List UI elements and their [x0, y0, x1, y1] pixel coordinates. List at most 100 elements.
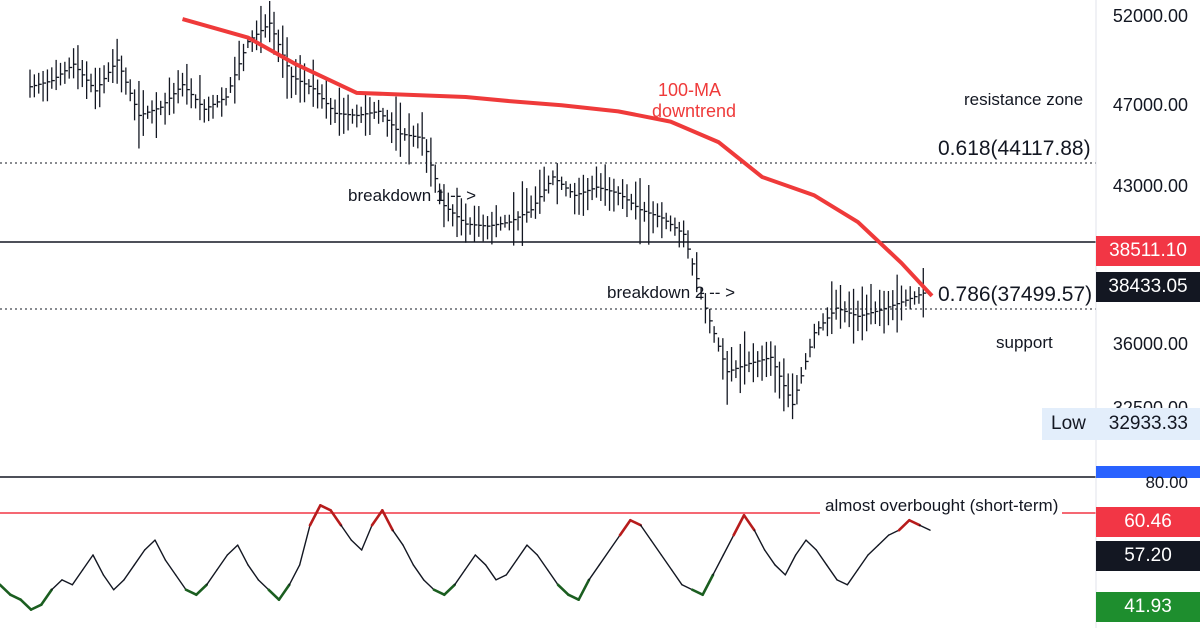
resistance-zone-label: resistance zone — [964, 90, 1084, 109]
rsi-segment — [515, 544, 528, 561]
rsi-segment — [432, 588, 446, 597]
rsi-segment — [753, 529, 766, 551]
rsi-segment — [618, 518, 632, 537]
rsi-segment — [836, 579, 849, 586]
rsi-segment — [402, 544, 415, 566]
ma-100-line — [181, 17, 934, 298]
last-price-tag: 38433.05 — [1096, 272, 1200, 302]
rsi-segment — [29, 603, 43, 611]
rsi-segment — [867, 544, 880, 556]
rsi-segment — [742, 513, 756, 532]
rsi-segment — [0, 583, 12, 597]
rsi-segment — [598, 549, 611, 566]
rsi-segment — [216, 554, 229, 571]
rsi-segment — [391, 529, 404, 546]
rsi-segment — [102, 574, 115, 591]
overbought-label: almost overbought (short-term) — [822, 496, 1062, 516]
rsi-segment — [556, 583, 570, 597]
rsi-segment — [319, 504, 332, 512]
rsi-segment — [588, 564, 601, 581]
rsi-segment — [567, 593, 580, 601]
rsi-segment — [174, 574, 187, 591]
rsi-segment — [546, 569, 559, 586]
rsi-segment — [774, 564, 787, 576]
rsi-top-tag — [1096, 466, 1200, 478]
rsi-segment — [897, 518, 911, 532]
rsi-segment — [422, 579, 435, 591]
rsi-segment — [856, 554, 869, 571]
price-tick-47000: 47000.00 — [1112, 95, 1188, 115]
rsi-segment — [660, 554, 673, 571]
support-label: support — [996, 333, 1053, 352]
rsi-segment — [340, 524, 353, 541]
fib-618-label: 0.618(44117.88) — [936, 137, 1093, 161]
price-tick-36000: 36000.00 — [1112, 334, 1188, 354]
rsi-segment — [184, 588, 198, 597]
rsi-segment — [40, 588, 53, 606]
rsi-segment — [805, 539, 818, 551]
rsi-overbought-tag: 60.46 — [1096, 507, 1200, 537]
rsi-line — [0, 504, 931, 611]
rsi-segment — [918, 524, 931, 531]
rsi-segment — [9, 593, 22, 601]
rsi-segment — [794, 539, 807, 556]
rsi-segment — [308, 504, 322, 527]
rsi-segment — [526, 544, 539, 556]
rsi-segment — [123, 564, 136, 581]
rsi-segment — [712, 554, 725, 576]
rsi-segment — [629, 518, 642, 527]
rsi-segment — [639, 524, 652, 541]
rsi-segment — [288, 564, 301, 586]
ma-label-line2: downtrend — [652, 101, 737, 121]
rsi-segment — [846, 569, 859, 586]
rsi-segment — [360, 524, 373, 551]
ma-label: 100-MA downtrend — [652, 80, 736, 122]
rsi-segment — [133, 549, 146, 566]
rsi-segment — [763, 549, 776, 566]
rsi-segment — [464, 554, 477, 571]
rsi-segment — [681, 584, 694, 591]
rsi-segment — [691, 588, 704, 597]
rsi-segment — [443, 583, 456, 597]
rsi-segment — [329, 509, 343, 527]
price-tick-52000: 52000.00 — [1112, 6, 1188, 26]
rsi-segment — [484, 564, 497, 581]
low-tag-value: 32933.33 — [1108, 413, 1188, 434]
rsi-segment — [154, 539, 167, 561]
rsi-segment — [257, 579, 270, 591]
rsi-segment — [650, 539, 663, 556]
rsi-segment — [815, 549, 828, 566]
rsi-segment — [19, 598, 33, 611]
rsi-segment — [577, 578, 591, 601]
ma-label-line1: 100-MA — [658, 80, 722, 100]
rsi-segment — [277, 583, 291, 601]
rsi-segment — [825, 564, 838, 581]
rsi-segment — [877, 534, 890, 546]
rsi-segment — [887, 529, 900, 536]
rsi-segment — [205, 569, 218, 586]
breakdown-2-label: breakdown 2 -- > — [607, 283, 736, 302]
rsi-segment — [732, 513, 746, 537]
rsi-segment — [81, 554, 94, 571]
rsi-segment — [195, 583, 208, 597]
rsi-segment — [298, 524, 311, 566]
rsi-segment — [71, 569, 84, 586]
rsi-segment — [61, 579, 74, 586]
rsi-segment — [350, 539, 363, 551]
rsi-segment — [474, 554, 487, 566]
rsi-segment — [701, 573, 715, 597]
rsi-segment — [92, 554, 105, 576]
rsi-segment — [112, 579, 125, 591]
low-tag: Low 32933.33 — [1042, 408, 1200, 440]
price-tick-43000: 43000.00 — [1112, 176, 1188, 196]
low-tag-label: Low — [1051, 413, 1086, 434]
breakdown-1-label: breakdown 1 -- > — [348, 186, 477, 205]
rsi-segment — [50, 579, 63, 591]
rsi-segment — [908, 518, 921, 527]
rsi-current-tag: 57.20 — [1096, 541, 1200, 571]
rsi-segment — [608, 534, 621, 551]
rsi-segment — [505, 559, 518, 576]
fib-786-label: 0.786(37499.57) — [936, 283, 1095, 307]
rsi-segment — [722, 534, 735, 556]
